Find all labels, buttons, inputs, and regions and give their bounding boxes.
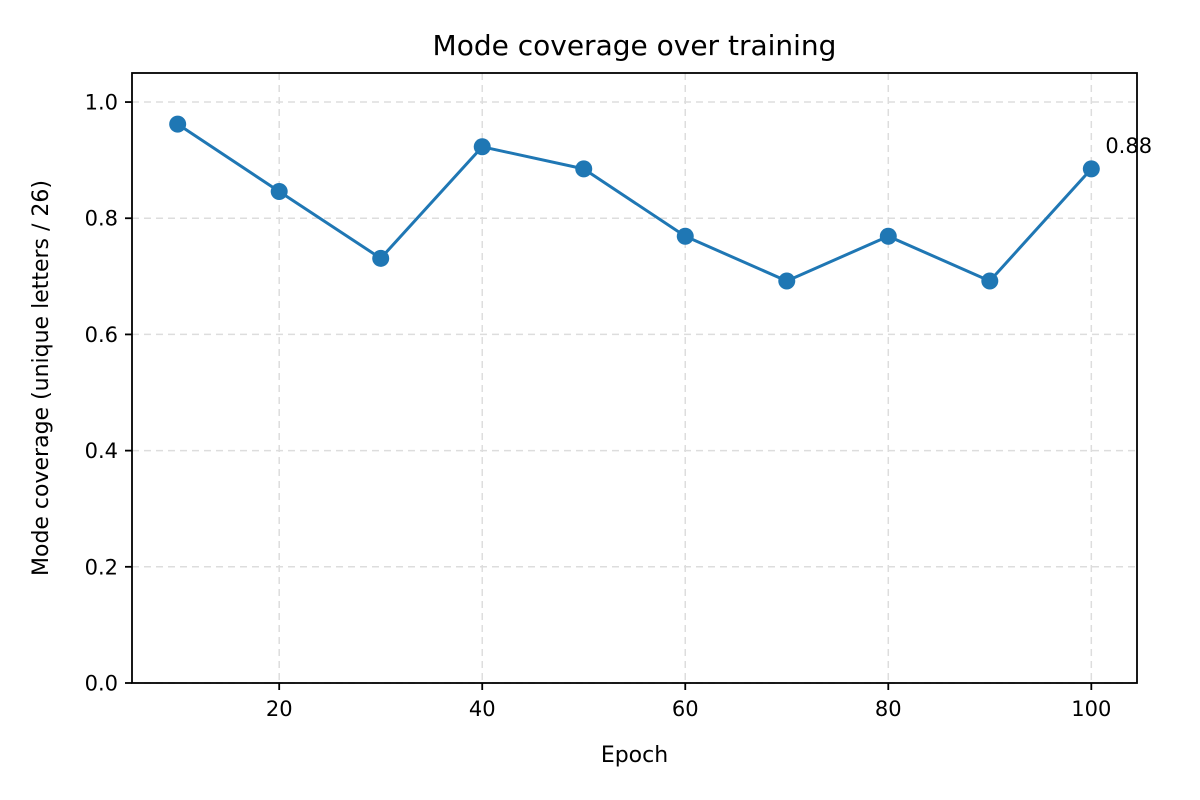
y-tick-label: 0.4 (85, 439, 118, 463)
x-tick-label: 20 (266, 697, 293, 721)
data-point (778, 272, 796, 290)
series-line (176, 122, 1093, 283)
data-point (879, 227, 897, 245)
annotations: 0.88 (1105, 134, 1152, 158)
data-label: 0.88 (1105, 134, 1152, 158)
y-tick-label: 0.2 (85, 555, 118, 579)
x-tick-label: 60 (672, 697, 699, 721)
x-tick-label: 80 (875, 697, 902, 721)
y-tick-label: 0.0 (85, 672, 118, 696)
y-axis-label: Mode coverage (unique letters / 26) (29, 180, 54, 576)
y-tick-label: 1.0 (85, 91, 118, 115)
data-point (676, 227, 694, 245)
grid (132, 73, 1137, 684)
data-point (575, 160, 593, 178)
y-tick-label: 0.6 (85, 323, 118, 347)
series (169, 115, 1100, 290)
data-point (372, 249, 390, 267)
y-tick-label: 0.8 (85, 207, 118, 231)
plot-area-frame (131, 72, 1138, 684)
data-point (473, 138, 491, 156)
data-point (270, 183, 288, 201)
data-point (169, 115, 187, 133)
x-axis-label: Epoch (601, 743, 668, 768)
data-point (981, 272, 999, 290)
axis-ticks: 20 40 60 80 100 0.0 0.2 0.4 0.6 0.8 1.0 (85, 91, 1112, 721)
x-tick-label: 100 (1071, 697, 1111, 721)
chart-title: Mode coverage over training (433, 29, 837, 62)
x-tick-label: 40 (469, 697, 496, 721)
data-point (1082, 160, 1100, 178)
